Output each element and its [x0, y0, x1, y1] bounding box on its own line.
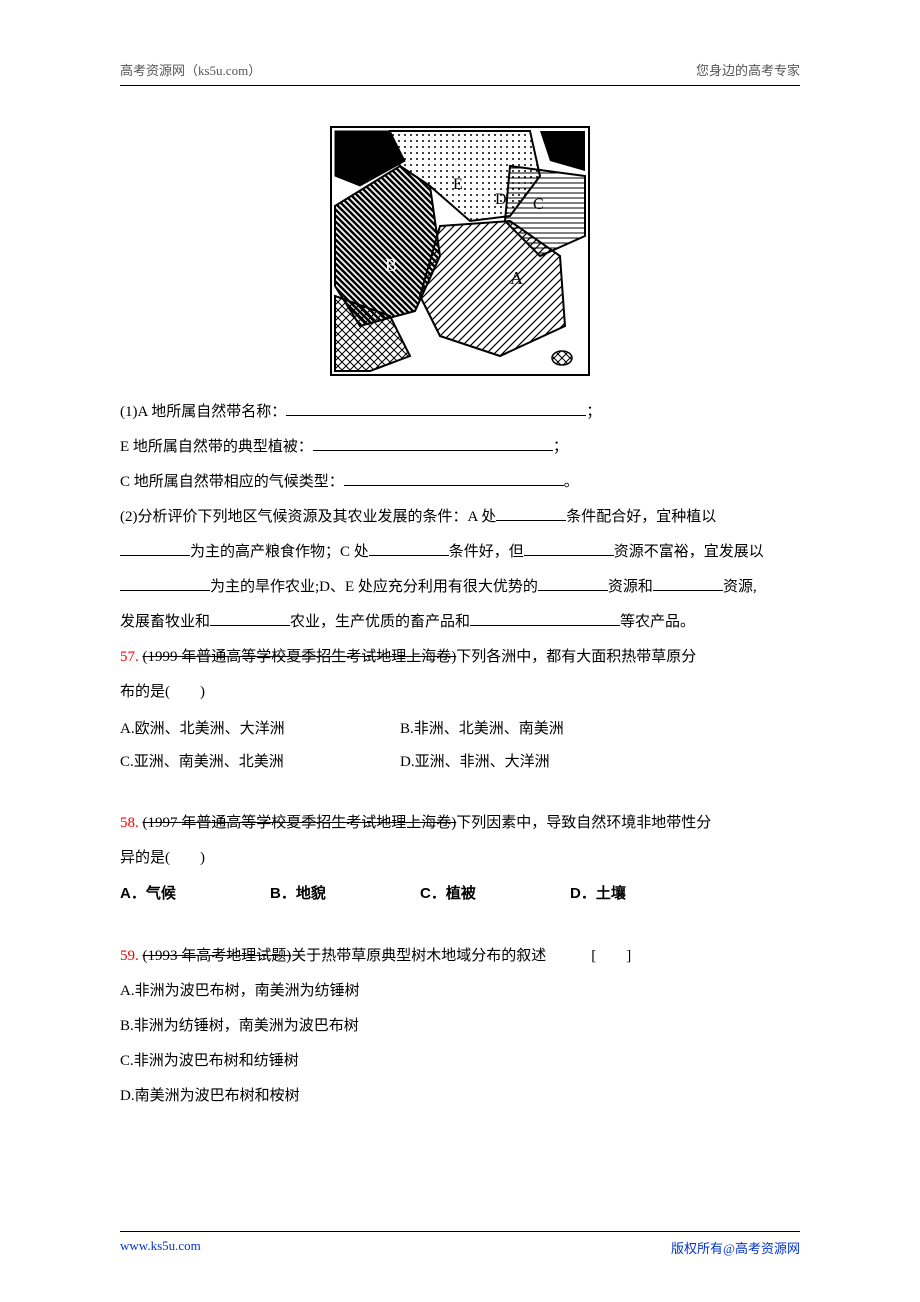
header-right: 您身边的高考专家 — [696, 60, 800, 79]
blank — [344, 471, 564, 486]
q58-opt-A: A．气候 — [120, 877, 270, 910]
q57-options: A.欧洲、北美洲、大洋洲 B.非洲、北美洲、南美洲 C.亚洲、南美洲、北美洲 D… — [120, 713, 800, 779]
q58-stem2: 异的是( ) — [120, 842, 800, 875]
q58-stem: 58. (1997 年普通高等学校夏季招生考试地理上海卷)下列因素中，导致自然环… — [120, 807, 800, 840]
blank — [369, 541, 449, 556]
q56-line5: 为主的高产粮食作物；C 处条件好，但资源不富裕，宜发展以 — [120, 536, 800, 569]
q56-line6: 为主的旱作农业;D、E 处应充分利用有很大优势的资源和资源, — [120, 571, 800, 604]
blank — [538, 576, 608, 591]
q58-opt-C: C．植被 — [420, 877, 570, 910]
q57-stem2: 布的是( ) — [120, 676, 800, 709]
page-header: 高考资源网（ks5u.com） 您身边的高考专家 — [120, 60, 800, 86]
q58-source: (1997 年普通高等学校夏季招生考试地理上海卷) — [143, 815, 457, 831]
q57-source: (1999 年普通高等学校夏季招生考试地理上海卷) — [143, 649, 457, 665]
q56-line3: C 地所属自然带相应的气候类型：。 — [120, 466, 800, 499]
q58-opt-D: D．土壤 — [570, 877, 720, 910]
blank — [470, 611, 620, 626]
blank — [210, 611, 290, 626]
blank — [313, 436, 553, 451]
q57-stem: 57. (1999 年普通高等学校夏季招生考试地理上海卷)下列各洲中，都有大面积… — [120, 641, 800, 674]
q57-opt-B: B.非洲、北美洲、南美洲 — [400, 713, 564, 746]
q58-num: 58. — [120, 815, 139, 831]
q57-num: 57. — [120, 649, 139, 665]
q57-opt-D: D.亚洲、非洲、大洋洲 — [400, 746, 550, 779]
q59-opt-B: B.非洲为纺锤树，南美洲为波巴布树 — [120, 1010, 800, 1043]
blank — [120, 541, 190, 556]
q59-stem: 59. (1993 年高考地理试题)关于热带草原典型树木地域分布的叙述 [ ] — [120, 940, 800, 973]
blank — [120, 576, 210, 591]
q58-opt-B: B．地貌 — [270, 877, 420, 910]
q59-source: (1993 年高考地理试题) — [143, 948, 292, 964]
q59-num: 59. — [120, 948, 139, 964]
q59-opt-D: D.南美洲为波巴布树和桉树 — [120, 1080, 800, 1113]
q57-opt-C: C.亚洲、南美洲、北美洲 — [120, 746, 400, 779]
blank — [496, 506, 566, 521]
footer-right: 版权所有@高考资源网 — [671, 1238, 800, 1257]
footer-left: www.ks5u.com — [120, 1238, 201, 1257]
map-svg: A B C D E — [330, 126, 590, 376]
map-label-D: D — [495, 191, 507, 208]
q56-line2: E 地所属自然带的典型植被：； — [120, 431, 800, 464]
page-footer: www.ks5u.com 版权所有@高考资源网 — [120, 1231, 800, 1257]
map-figure: A B C D E — [120, 126, 800, 376]
q58-options: A．气候 B．地貌 C．植被 D．土壤 — [120, 877, 800, 910]
blank — [286, 401, 586, 416]
map-label-B: B — [385, 255, 397, 275]
content: (1)A 地所属自然带名称：； E 地所属自然带的典型植被：； C 地所属自然带… — [120, 396, 800, 1113]
q56-line4: (2)分析评价下列地区气候资源及其农业发展的条件：A 处条件配合好，宜种植以 — [120, 501, 800, 534]
map-label-C: C — [533, 196, 544, 213]
q59-opt-A: A.非洲为波巴布树，南美洲为纺锤树 — [120, 975, 800, 1008]
blank — [653, 576, 723, 591]
header-left: 高考资源网（ks5u.com） — [120, 60, 261, 79]
q56-line1: (1)A 地所属自然带名称：； — [120, 396, 800, 429]
q59-opt-C: C.非洲为波巴布树和纺锤树 — [120, 1045, 800, 1078]
map-label-E: E — [453, 176, 463, 193]
q57-opt-A: A.欧洲、北美洲、大洋洲 — [120, 713, 400, 746]
blank — [524, 541, 614, 556]
q56-line7: 发展畜牧业和农业，生产优质的畜产品和等农产品。 — [120, 606, 800, 639]
map-label-A: A — [510, 268, 523, 288]
